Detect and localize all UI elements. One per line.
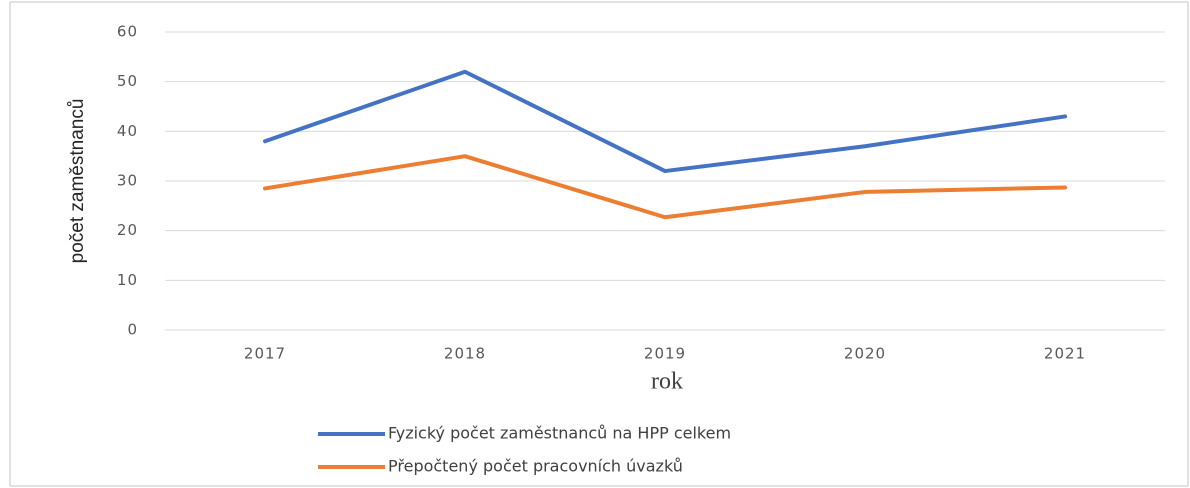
y-tick-label: 60 — [117, 23, 138, 41]
data-line — [263, 69, 1067, 174]
data-line — [263, 154, 1067, 220]
y-tick-label: 50 — [117, 72, 138, 90]
legend-label: Přepočtený počet pracovních úvazků — [388, 457, 683, 476]
x-tick-label: 2018 — [444, 345, 486, 363]
x-axis-title: rok — [651, 369, 683, 395]
y-tick-label: 40 — [117, 122, 138, 140]
x-tick-label: 2020 — [844, 345, 886, 363]
y-tick-label: 30 — [117, 172, 138, 190]
chart-frame — [9, 1, 1189, 487]
y-tick-label: 20 — [117, 221, 138, 239]
y-tick-label: 0 — [127, 321, 138, 339]
x-tick-label: 2017 — [244, 345, 286, 363]
y-axis-title: počet zaměstnanců — [67, 99, 88, 264]
x-tick-label: 2021 — [1044, 345, 1086, 363]
legend-label: Fyzický počet zaměstnanců na HPP celkem — [388, 424, 731, 443]
y-tick-label: 10 — [117, 271, 138, 289]
x-tick-label: 2019 — [644, 345, 686, 363]
